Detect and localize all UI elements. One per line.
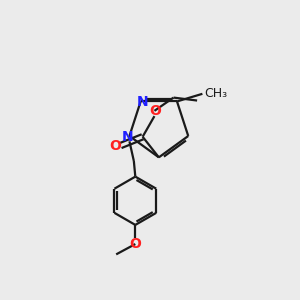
Text: N: N [136, 95, 148, 109]
Text: O: O [109, 139, 121, 153]
Text: N: N [122, 130, 134, 144]
Text: O: O [149, 104, 161, 118]
Text: O: O [129, 237, 141, 251]
Text: CH₃: CH₃ [205, 87, 228, 100]
